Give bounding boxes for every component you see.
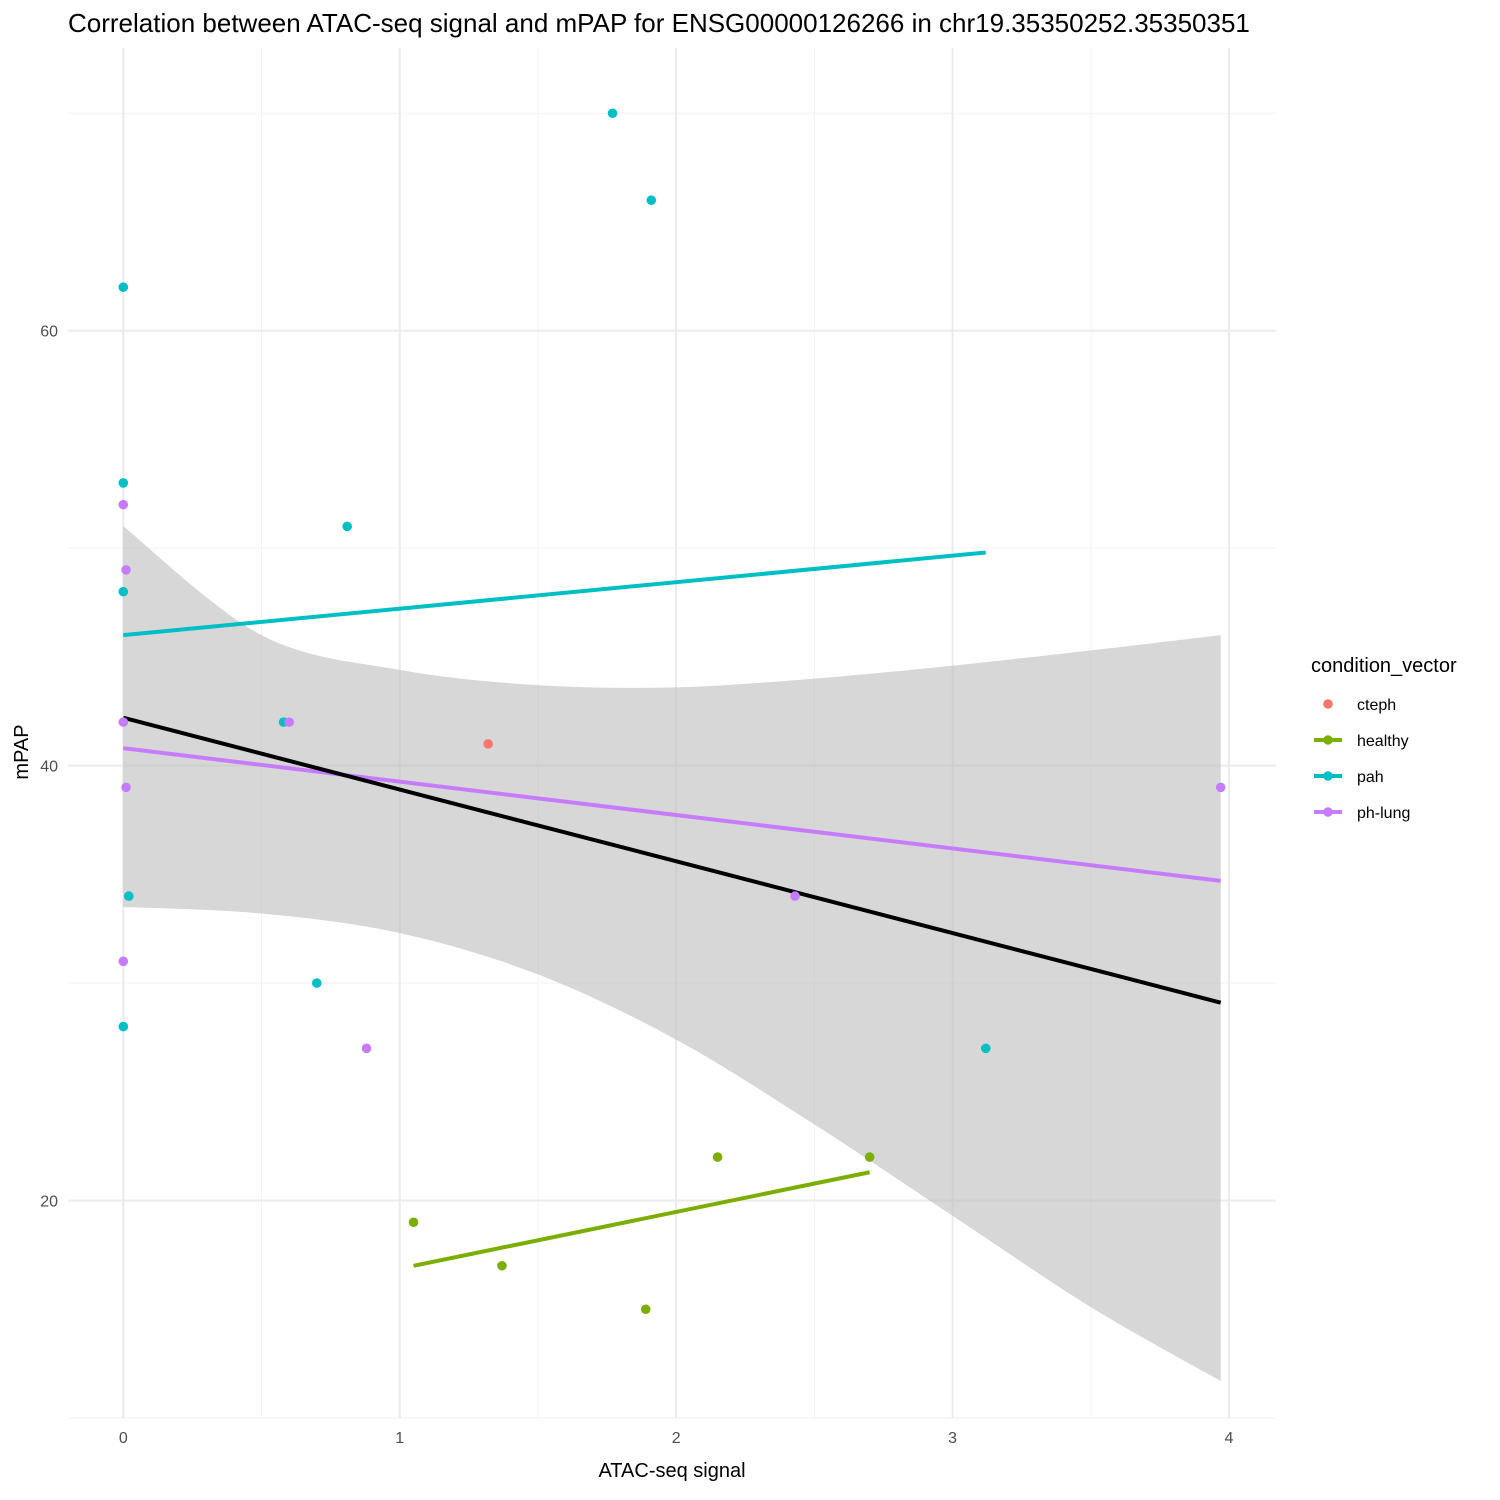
y-axis-ticks: 20 40 60 [40,324,58,1211]
x-tick-label: 4 [1225,1430,1234,1447]
legend-key-point-ph-lung [1323,807,1333,817]
point-ph-lung [1215,782,1226,793]
x-tick-label: 3 [948,1430,957,1447]
y-tick-label: 40 [40,759,58,776]
point-ph-lung [121,782,131,793]
x-tick-label: 0 [119,1430,128,1447]
fit-line-healthy [413,1170,871,1268]
point-pah [646,195,657,206]
legend: condition_vector cteph healthy pah ph-lung [1311,655,1457,822]
point-pah [118,1021,129,1032]
point-pah [607,108,618,119]
fit-line-ph-lung [123,746,1221,883]
point-cteph [483,739,493,749]
data-points [118,108,1226,1315]
legend-label-ph-lung: ph-lung [1357,805,1410,822]
chart-title: Correlation between ATAC-seq signal and … [68,8,1250,38]
legend-label-healthy: healthy [1357,733,1409,750]
point-ph-lung [118,717,129,727]
point-healthy [408,1217,419,1228]
legend-label-cteph: cteph [1357,697,1396,714]
point-pah [342,521,352,532]
point-pah [311,978,322,988]
y-tick-label: 60 [40,324,58,341]
ci-band [123,526,1221,1382]
legend-key-point-pah [1323,771,1333,781]
point-ph-lung [790,891,800,901]
point-healthy [497,1260,507,1271]
legend-key-point-healthy [1323,735,1333,745]
point-healthy [640,1304,651,1315]
point-healthy [864,1152,875,1162]
x-axis-ticks: 0 1 2 3 4 [119,1430,1234,1447]
y-axis-title: mPAP [11,724,33,779]
legend-key-point-cteph [1323,699,1333,709]
point-ph-lung [284,717,294,727]
point-healthy [712,1152,723,1162]
legend-label-pah: pah [1357,769,1384,786]
point-pah [118,282,129,293]
y-tick-label: 20 [40,1194,58,1211]
overall-fit-line [122,715,1222,1005]
legend-title: condition_vector [1311,655,1457,677]
point-ph-lung [361,1043,372,1054]
x-axis-title: ATAC-seq signal [598,1460,745,1482]
fit-lines [122,550,1222,1268]
point-ph-lung [118,956,129,967]
point-pah [980,1043,991,1054]
point-pah [124,891,134,901]
confidence-band [123,526,1221,1382]
point-ph-lung [121,565,131,575]
point-ph-lung [118,499,129,510]
fit-line-pah [123,550,986,638]
point-pah [118,586,129,597]
x-tick-label: 2 [672,1430,681,1447]
x-tick-label: 1 [395,1430,404,1447]
point-pah [118,478,129,488]
